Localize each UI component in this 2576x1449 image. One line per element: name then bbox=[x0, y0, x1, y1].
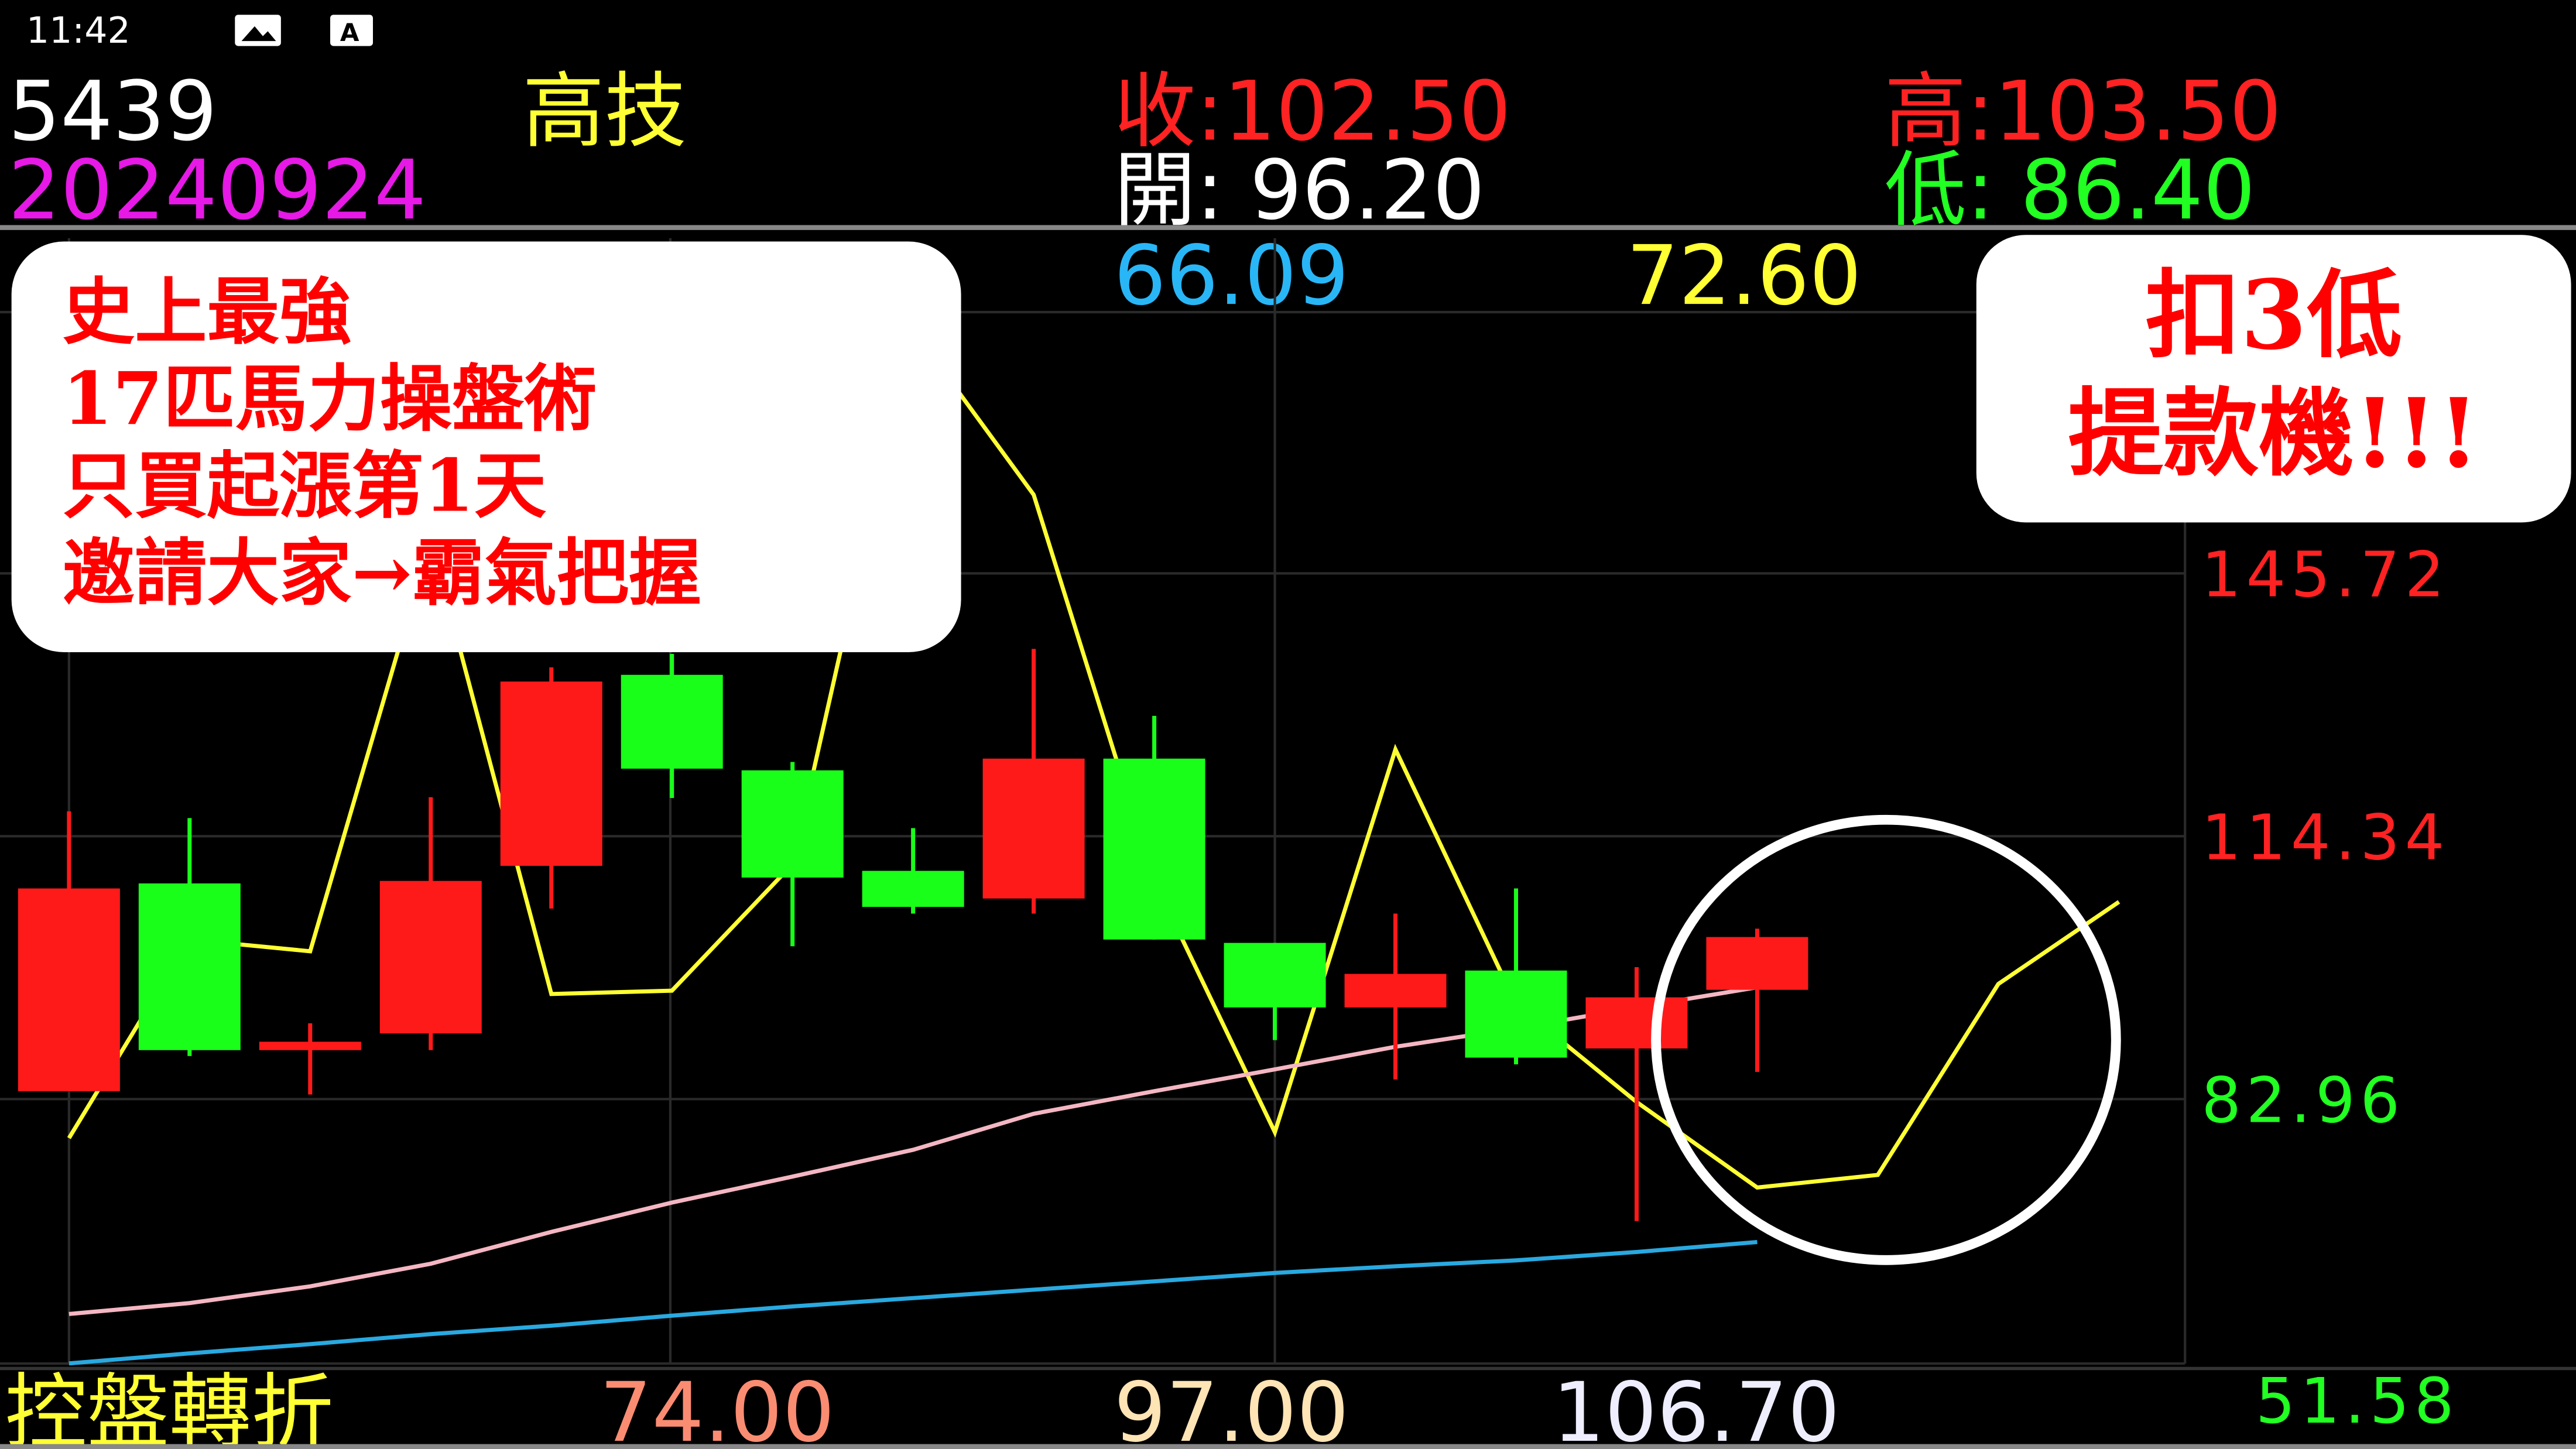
open-price: 開: 96.20 bbox=[1114, 143, 1485, 238]
svg-text:A: A bbox=[340, 18, 359, 47]
candle bbox=[862, 828, 964, 914]
low-price: 低: 86.40 bbox=[1885, 143, 2256, 238]
candle bbox=[1465, 888, 1567, 1065]
candle-body bbox=[741, 770, 844, 878]
highlight-circle bbox=[1651, 814, 2121, 1265]
candle-body bbox=[259, 1042, 361, 1050]
candle-body bbox=[1585, 997, 1688, 1049]
candle bbox=[259, 1023, 361, 1095]
candle bbox=[1585, 967, 1688, 1221]
ma-line-blue bbox=[68, 1239, 1758, 1366]
y-tick-label: 82.96 bbox=[2201, 1065, 2404, 1138]
bottom-value-1: 74.00 bbox=[600, 1365, 835, 1449]
date: 20240924 bbox=[8, 143, 426, 238]
candle bbox=[741, 762, 844, 947]
candle-body bbox=[18, 888, 120, 1091]
y-tick-bottom: 51.58 bbox=[2256, 1365, 2459, 1438]
promo-box-left bbox=[11, 241, 961, 653]
candle bbox=[18, 811, 120, 1091]
candle-body bbox=[1224, 943, 1326, 1008]
stock-code: 5439 bbox=[8, 64, 217, 160]
candle bbox=[1224, 943, 1326, 1040]
indicator-blue-value: 66.09 bbox=[1114, 228, 1349, 324]
candle-body bbox=[379, 881, 482, 1034]
promo-line-1: 史上最強 bbox=[63, 269, 352, 354]
candle-body bbox=[621, 674, 723, 769]
header-divider bbox=[0, 225, 2576, 230]
candle bbox=[1706, 929, 1808, 1072]
candle bbox=[379, 797, 482, 1050]
promo-box-right bbox=[1976, 235, 2571, 523]
candle-body bbox=[1465, 970, 1567, 1058]
candle-body bbox=[1103, 758, 1205, 940]
bottom-value-2: 97.00 bbox=[1114, 1365, 1349, 1449]
candle-body bbox=[1344, 974, 1447, 1008]
candle bbox=[1103, 715, 1205, 940]
promo-right-line-1: 扣3低 bbox=[2145, 259, 2402, 371]
status-time: 11:42 bbox=[26, 9, 131, 52]
image-icon bbox=[235, 15, 281, 46]
promo-line-2: 17匹馬力操盤術 bbox=[63, 357, 597, 441]
candle bbox=[500, 667, 602, 909]
candle-body bbox=[982, 758, 1085, 899]
indicator-yellow-value: 72.60 bbox=[1626, 228, 1862, 324]
stock-name: 高技 bbox=[522, 64, 687, 160]
y-tick-label: 114.34 bbox=[2201, 802, 2450, 875]
promo-line-4: 邀請大家→霸氣把握 bbox=[63, 530, 701, 615]
bottom-divider bbox=[0, 1366, 2576, 1371]
candle-body bbox=[1706, 937, 1808, 990]
a-notification-icon: A bbox=[330, 15, 373, 47]
candle bbox=[621, 653, 723, 799]
promo-line-3: 只買起漲第1天 bbox=[63, 444, 547, 529]
high-price: 高:103.50 bbox=[1885, 64, 2282, 160]
candle-body bbox=[500, 681, 602, 866]
candle-body bbox=[138, 883, 241, 1050]
candle bbox=[138, 818, 241, 1056]
candle bbox=[982, 649, 1085, 914]
candle bbox=[1344, 913, 1447, 1080]
candle-body bbox=[862, 871, 964, 907]
bottom-label: 控盤轉折 bbox=[5, 1365, 333, 1449]
close-price: 收:102.50 bbox=[1114, 64, 1511, 160]
bottom-value-3: 106.70 bbox=[1553, 1365, 1840, 1449]
promo-right-line-2: 提款機!!! bbox=[2068, 378, 2479, 489]
y-tick-label: 145.72 bbox=[2201, 539, 2450, 612]
